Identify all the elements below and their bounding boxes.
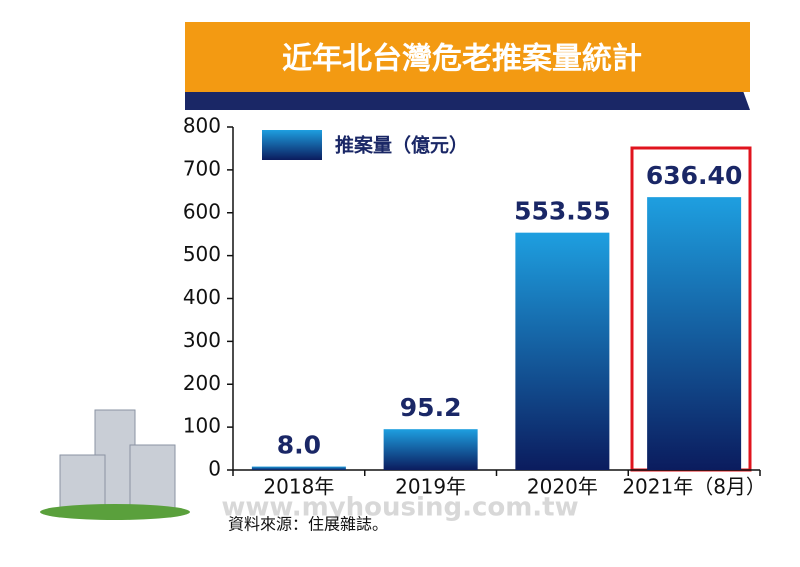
- bar: [383, 429, 478, 470]
- title-banner-strip: [185, 88, 750, 110]
- x-tick-label: 2020年: [527, 475, 598, 499]
- x-tick-label: 2019年: [395, 475, 466, 499]
- value-label: 95.2: [400, 393, 462, 422]
- y-tick-label: 300: [183, 328, 221, 352]
- bar: [515, 232, 610, 470]
- watermark: www.myhousing.com.tw: [221, 493, 578, 523]
- x-tick-label: 2018年: [263, 475, 334, 499]
- value-label: 636.40: [646, 161, 742, 190]
- y-tick-label: 700: [183, 156, 221, 180]
- x-tick-label: 2021年（8月）: [622, 475, 766, 499]
- building-illustration: [40, 409, 190, 520]
- y-tick-label: 800: [183, 114, 221, 138]
- legend-label: 推案量（億元）: [335, 134, 468, 157]
- legend-swatch: [262, 130, 322, 160]
- y-tick-label: 100: [183, 414, 221, 438]
- y-tick-label: 600: [183, 199, 221, 223]
- y-tick-label: 200: [183, 371, 221, 395]
- value-label: 553.55: [514, 197, 610, 226]
- value-label: 8.0: [277, 431, 321, 460]
- bar: [251, 466, 346, 470]
- chart-title: 近年北台灣危老推案量統計: [282, 42, 642, 77]
- y-tick-label: 500: [183, 242, 221, 266]
- y-tick-label: 0: [208, 457, 221, 481]
- source-note: 資料來源：住展雜誌。: [228, 515, 388, 534]
- bar: [647, 197, 742, 470]
- title-banner: [185, 22, 750, 92]
- y-tick-label: 400: [183, 285, 221, 309]
